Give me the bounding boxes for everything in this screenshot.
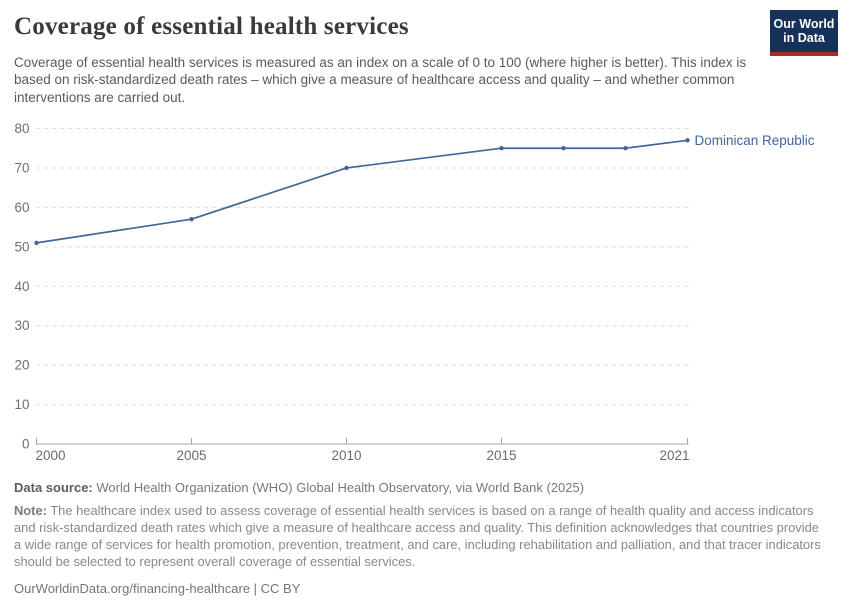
chart-footer: Data source: World Health Organization (… [14, 479, 836, 596]
note-line-2: and risk-standardized death rates which … [14, 520, 819, 535]
y-axis-tick-label: 30 [14, 318, 29, 333]
x-axis-tick-label: 2010 [331, 448, 361, 463]
data-point [561, 146, 566, 151]
data-source-label: Data source: [14, 480, 93, 495]
owid-logo[interactable]: Our World in Data [770, 10, 838, 56]
data-point [344, 165, 349, 171]
y-axis-tick-label: 10 [14, 397, 29, 412]
y-axis-tick-label: 60 [14, 200, 29, 215]
subtitle-line: This index is based on risk-standardized… [14, 55, 747, 88]
page-title: Coverage of essential health services [14, 13, 409, 40]
data-point [685, 138, 690, 143]
data-point [189, 217, 194, 222]
data-point [623, 146, 628, 151]
note-line-3: a wide range of services for health prom… [14, 537, 821, 552]
owid-logo-box: Our World in Data [770, 10, 838, 52]
chart-canvas: 0 10 20 30 40 50 60 70 80 2000 2005 2010 2015 2021 Dom… [14, 121, 815, 463]
line-chart: 0 10 20 30 40 50 60 70 80 2000 2005 2010 2015 2021 Dom… [14, 121, 815, 463]
x-axis-tick-label: 2000 [36, 448, 66, 463]
y-axis-tick-label: 0 [22, 437, 30, 452]
subtitle-line: Coverage of essential health services is… [14, 55, 668, 70]
owid-logo-line1: Our World [773, 17, 835, 31]
data-source-text: World Health Organization (WHO) Global H… [96, 480, 585, 495]
note-line-4: should be selected to represent overall … [14, 554, 416, 569]
chart-subtitle: Coverage of essential health services is… [14, 54, 774, 106]
x-axis-tick-label: 2015 [486, 448, 516, 463]
note-line-1: Note: The healthcare index used to asses… [14, 503, 813, 518]
y-axis-tick-label: 20 [14, 358, 29, 373]
data-point [499, 146, 504, 151]
data-point [34, 240, 39, 246]
data-source-line: Data source: World Health Organization (… [14, 479, 836, 496]
owid-logo-red-bar [770, 52, 838, 56]
series-label[interactable]: Dominican Republic [695, 133, 815, 148]
y-axis-tick-label: 40 [14, 279, 29, 294]
owid-logo-line2: in Data [783, 31, 825, 45]
series-line [36, 139, 688, 244]
note-text: The healthcare index used to assess cove… [50, 503, 814, 518]
note-block: Note: The healthcare index used to asses… [14, 502, 836, 570]
subtitle-line: and whether common interventions are car… [14, 72, 735, 105]
y-axis-tick-label: 50 [14, 239, 29, 254]
note-label: Note: [14, 503, 47, 518]
y-axis-tick-label: 70 [14, 160, 29, 175]
x-axis-tick-label: 2005 [176, 448, 206, 463]
x-axis-tick-label: 2021 [659, 448, 689, 463]
y-axis-tick-label: 80 [14, 121, 29, 136]
citation-link[interactable]: OurWorldinData.org/financing-healthcare … [14, 581, 301, 596]
